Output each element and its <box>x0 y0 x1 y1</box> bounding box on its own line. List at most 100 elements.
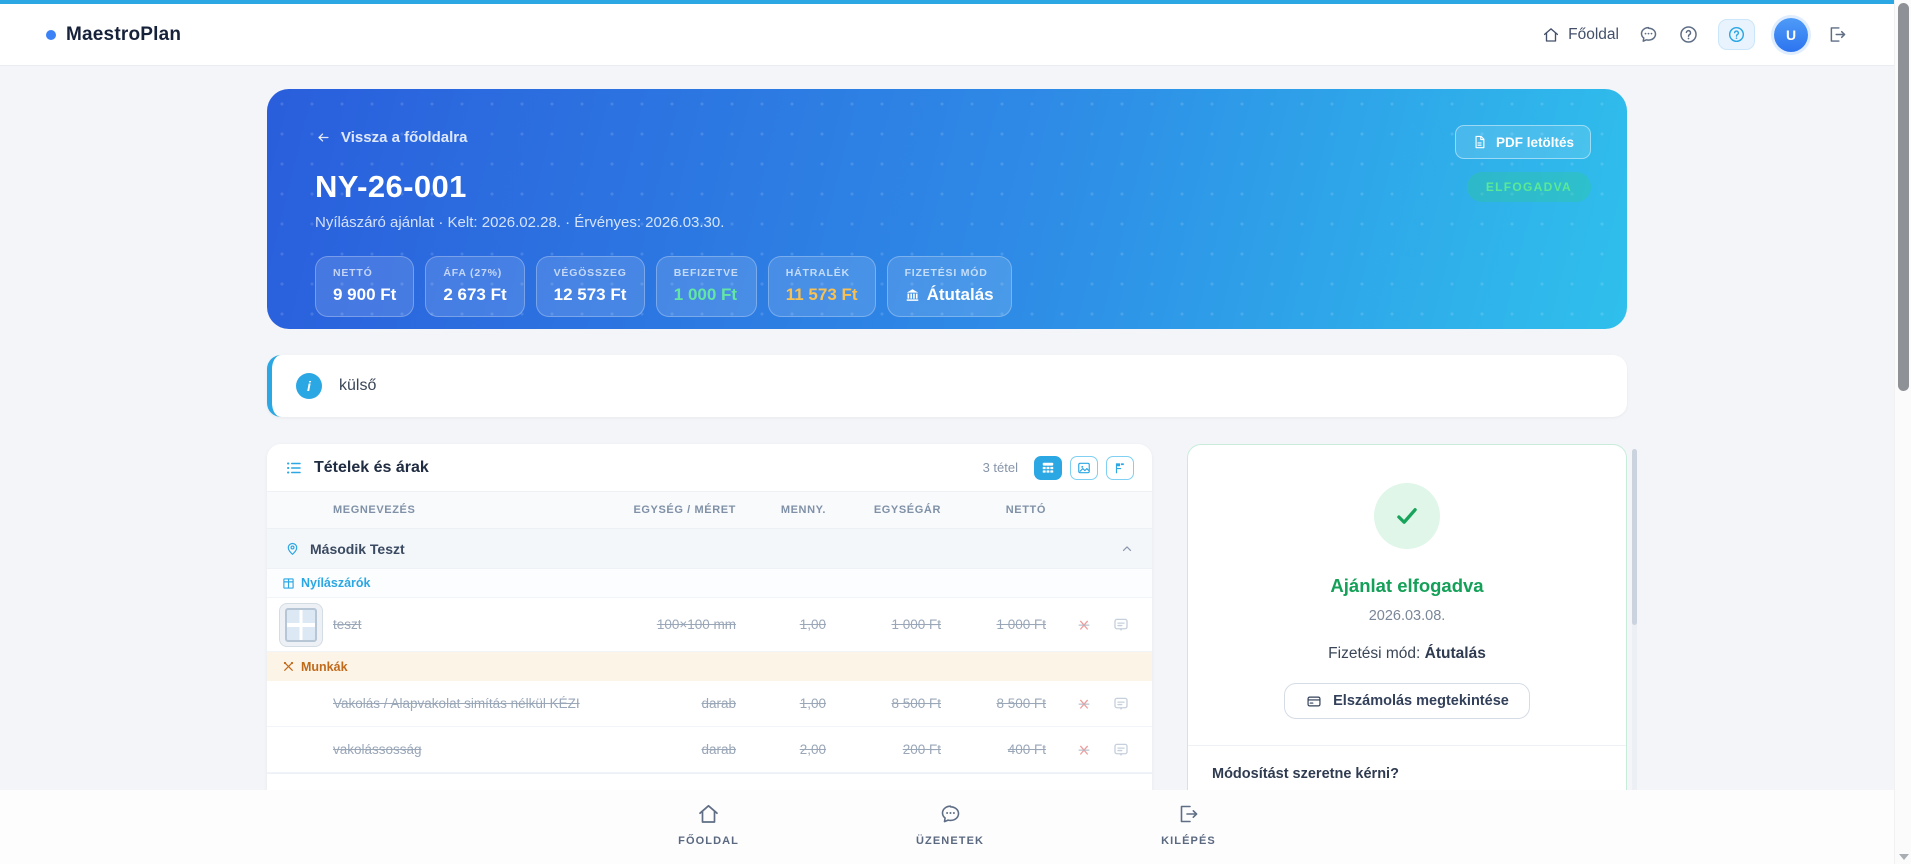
item-unit: darab <box>701 696 736 711</box>
status-date: 2026.03.08. <box>1368 608 1446 624</box>
item-unit: 100×100 mm <box>656 617 736 632</box>
stat-value: Átutalás <box>926 285 994 304</box>
group-name: Második Teszt <box>310 540 405 557</box>
comment-icon[interactable] <box>1112 695 1130 713</box>
info-banner: külső <box>267 355 1627 417</box>
payment-method-value: Átutalás <box>1424 645 1486 662</box>
item-unit-price: 200 Ft <box>902 742 941 757</box>
stat-value: 12 573 Ft <box>553 285 627 304</box>
page-scrollbar[interactable] <box>1894 0 1911 864</box>
logout-button[interactable] <box>1827 24 1848 45</box>
messages-button[interactable] <box>1638 24 1659 45</box>
home-icon <box>1542 26 1560 44</box>
stat-label: ÁFA (27%) <box>443 267 503 279</box>
column-egyseg-meret: EGYSÉG / MÉRET <box>633 504 736 516</box>
section-label: Nyílászárók <box>301 576 371 590</box>
layout-view-button[interactable] <box>1106 455 1134 480</box>
tools-icon <box>282 660 295 673</box>
info-banner-text: külső <box>339 377 377 394</box>
comment-icon[interactable] <box>1112 616 1130 634</box>
chat-icon <box>1638 24 1659 45</box>
stat-value: 9 900 Ft <box>333 285 397 304</box>
item-qty: 1,00 <box>799 617 826 632</box>
section-label: Munkák <box>301 659 348 674</box>
stat-hatralek: HÁTRALÉK 11 573 Ft <box>767 256 876 317</box>
window-thumbnail-graphic <box>285 607 317 642</box>
help-active-button[interactable] <box>1718 19 1755 50</box>
comment-icon[interactable] <box>1112 741 1130 759</box>
stat-afa: ÁFA (27%) 2 673 Ft <box>425 256 525 317</box>
image-view-button[interactable] <box>1070 455 1098 480</box>
bottom-nav-label: ÜZENETEK <box>915 835 985 847</box>
panel-scrollbar[interactable] <box>1632 449 1637 850</box>
quote-hero-card: Vissza a főoldalra NY-26-001 Nyílászáró … <box>267 89 1627 329</box>
payment-method-line: Fizetési mód: Átutalás <box>1328 645 1486 663</box>
page-scrollbar-thumb[interactable] <box>1898 3 1909 391</box>
back-to-home-link[interactable]: Vissza a főoldalra <box>315 129 467 146</box>
removed-cross-icon <box>1076 742 1092 758</box>
bottom-nav-messages[interactable]: ÜZENETEK <box>916 802 984 864</box>
column-netto: NETTÓ <box>1005 504 1046 516</box>
main-columns: Tételek és árak 3 tétel <box>267 444 1637 855</box>
brand-logo[interactable]: MaestroPlan <box>46 24 181 46</box>
brand-name: MaestroPlan <box>66 23 182 45</box>
item-row[interactable]: teszt 100×100 mm 1,00 1 000 Ft 1 000 Ft <box>267 598 1152 652</box>
chat-icon <box>938 802 963 826</box>
stat-label: FIZETÉSI MÓD <box>904 267 988 279</box>
section-header-nyilaszarok: Nyílászárók <box>267 569 1152 598</box>
payment-method-label: Fizetési mód: <box>1328 645 1421 662</box>
scrollbar-down-arrow[interactable] <box>1899 854 1909 860</box>
help-button[interactable] <box>1678 24 1699 45</box>
stat-value: 2 673 Ft <box>443 285 507 304</box>
stat-vegosszeg: VÉGÖSSZEG 12 573 Ft <box>535 256 645 317</box>
item-name: teszt <box>333 617 362 632</box>
bottom-nav-label: KILÉPÉS <box>1161 835 1216 847</box>
removed-cross-icon <box>1076 696 1092 712</box>
header-home-link[interactable]: Főoldal <box>1542 26 1619 44</box>
settlement-button-label: Elszámolás megtekintése <box>1333 693 1509 709</box>
pdf-button-label: PDF letöltés <box>1495 134 1574 150</box>
removed-cross-icon <box>1076 617 1092 633</box>
credit-card-icon <box>1305 694 1323 709</box>
item-row[interactable]: vakolássosság darab 2,00 200 Ft 400 Ft <box>267 727 1152 773</box>
pdf-download-button[interactable]: PDF letöltés <box>1454 125 1591 159</box>
content-column: Vissza a főoldalra NY-26-001 Nyílászáró … <box>267 89 1637 855</box>
column-menny: MENNY. <box>780 504 826 516</box>
pdf-file-icon <box>1472 134 1487 150</box>
grid-view-icon <box>1041 461 1055 475</box>
item-row[interactable]: Vakolás / Alapvakolat simítás nélkül KÉZ… <box>267 681 1152 727</box>
quote-stats: NETTÓ 9 900 Ft ÁFA (27%) 2 673 Ft VÉGÖSS… <box>315 256 1579 317</box>
chevron-up-icon[interactable] <box>1120 542 1134 556</box>
quote-subtitle: Nyílászáró ajánlat · Kelt: 2026.02.28. ·… <box>315 214 725 231</box>
stat-befizetve: BEFIZETVE 1 000 Ft <box>655 256 757 317</box>
bottom-nav-home[interactable]: FŐOLDAL <box>678 802 739 864</box>
status-badge: ELFOGADVA <box>1466 172 1591 202</box>
column-megnevezes: MEGNEVEZÉS <box>333 504 416 516</box>
bottom-nav-label: FŐOLDAL <box>678 835 739 847</box>
user-avatar[interactable]: U <box>1774 17 1808 52</box>
question-icon <box>1678 24 1699 45</box>
quote-number-title: NY-26-001 <box>315 169 467 204</box>
avatar-initial: U <box>1785 26 1797 43</box>
bottom-nav-logout[interactable]: KILÉPÉS <box>1161 802 1216 864</box>
panel-scrollbar-thumb[interactable] <box>1632 449 1637 626</box>
stat-fizetesi-mod: FIZETÉSI MÓD Átutalás <box>886 256 1012 317</box>
check-circle <box>1374 483 1440 549</box>
item-thumbnail[interactable] <box>279 602 323 647</box>
bottom-navigation: FŐOLDAL ÜZENETEK KILÉPÉS <box>0 790 1894 864</box>
group-row[interactable]: Második Teszt <box>267 529 1152 569</box>
item-net: 8 500 Ft <box>996 696 1046 711</box>
stat-netto: NETTÓ 9 900 Ft <box>315 256 415 317</box>
status-summary: Ajánlat elfogadva 2026.03.08. Fizetési m… <box>1188 445 1626 745</box>
settlement-button[interactable]: Elszámolás megtekintése <box>1284 683 1530 719</box>
status-title: Ajánlat elfogadva <box>1330 575 1484 596</box>
table-column-headers: MEGNEVEZÉS EGYSÉG / MÉRET MENNY. EGYSÉGÁ… <box>267 491 1152 529</box>
item-name: vakolássosság <box>333 742 422 757</box>
modify-question: Módosítást szeretne kérni? <box>1212 766 1399 782</box>
item-unit-price: 8 500 Ft <box>891 696 941 711</box>
checkmark-icon <box>1392 501 1422 531</box>
grid-view-button[interactable] <box>1034 455 1062 480</box>
item-net: 1 000 Ft <box>996 617 1046 632</box>
items-view-controls: 3 tétel <box>983 455 1134 480</box>
items-card-title: Tételek és árak <box>314 458 429 476</box>
